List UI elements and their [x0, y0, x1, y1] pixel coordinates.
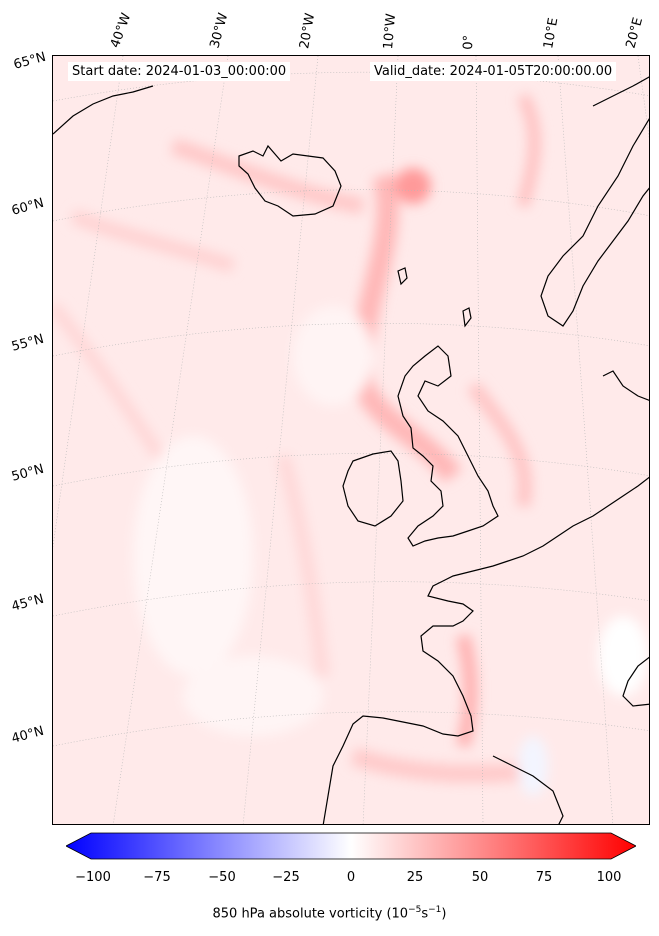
lat-label-40n: 40°N — [10, 723, 46, 747]
colorbar-tick: 0 — [346, 870, 356, 885]
lon-label-20e: 20°E — [623, 15, 647, 51]
coastlines — [53, 76, 649, 824]
colorbar-tick: −75 — [143, 870, 171, 885]
graticule — [53, 56, 649, 824]
colorbar-tick: −100 — [75, 870, 111, 885]
lon-label-10w: 10°W — [381, 12, 400, 50]
colorbar-tick: 75 — [535, 870, 553, 885]
lon-label-40w: 40°W — [107, 11, 135, 50]
colorbar-label-prefix: 850 hPa absolute vorticity (10 — [212, 906, 409, 922]
colorbar-tick: 50 — [471, 870, 489, 885]
lat-label-60n: 60°N — [10, 195, 46, 219]
lat-label-65n: 65°N — [12, 49, 48, 73]
lat-label-50n: 50°N — [10, 461, 46, 485]
colorbar-tick: −50 — [208, 870, 236, 885]
colorbar-gradient — [65, 832, 637, 860]
valid-date-label: Valid_date: 2024-01-05T20:00:00.00 — [370, 62, 617, 81]
vorticity-field-blobs — [53, 93, 648, 796]
colorbar-label: 850 hPa absolute vorticity (10−5s−1) — [0, 905, 659, 921]
colorbar — [65, 832, 637, 864]
colorbar-svg — [65, 832, 637, 860]
lat-label-45n: 45°N — [10, 591, 46, 615]
lat-label-55n: 55°N — [10, 331, 46, 355]
lon-label-10e: 10°E — [541, 16, 562, 51]
lon-label-0: 0° — [461, 34, 477, 50]
colorbar-tick: 100 — [596, 870, 622, 885]
colorbar-label-suffix: ) — [441, 906, 447, 922]
start-date-label: Start date: 2024-01-03_00:00:00 — [68, 62, 291, 81]
map-canvas — [53, 56, 649, 824]
lon-label-30w: 30°W — [207, 11, 232, 50]
colorbar-tick: 25 — [406, 870, 424, 885]
colorbar-label-exp2: −1 — [428, 905, 442, 915]
vorticity-map — [52, 55, 650, 825]
colorbar-label-mid: s — [421, 906, 429, 922]
lon-label-20w: 20°W — [297, 12, 319, 51]
colorbar-label-exp1: −5 — [408, 905, 422, 915]
colorbar-tick: −25 — [272, 870, 300, 885]
